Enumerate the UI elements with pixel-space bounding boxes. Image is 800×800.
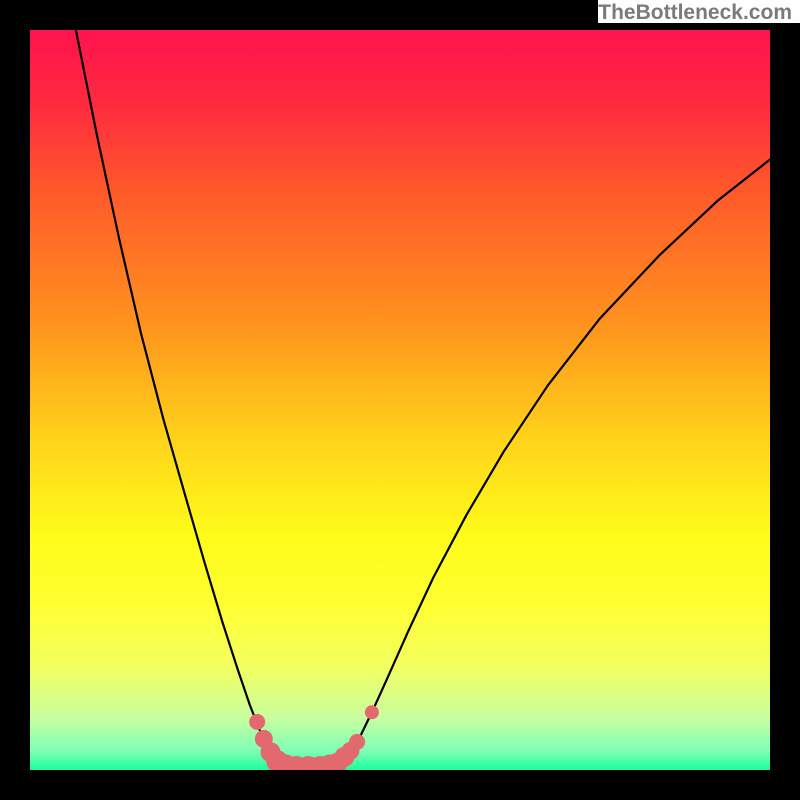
chart-frame: TheBottleneck.com	[0, 0, 800, 800]
plot-area	[30, 30, 770, 770]
gradient-background	[30, 30, 770, 770]
minimum-marker	[349, 734, 365, 750]
watermark-text: TheBottleneck.com	[598, 0, 800, 23]
bottleneck-curve-chart	[30, 30, 770, 770]
minimum-marker	[249, 714, 265, 730]
minimum-marker	[365, 705, 379, 719]
